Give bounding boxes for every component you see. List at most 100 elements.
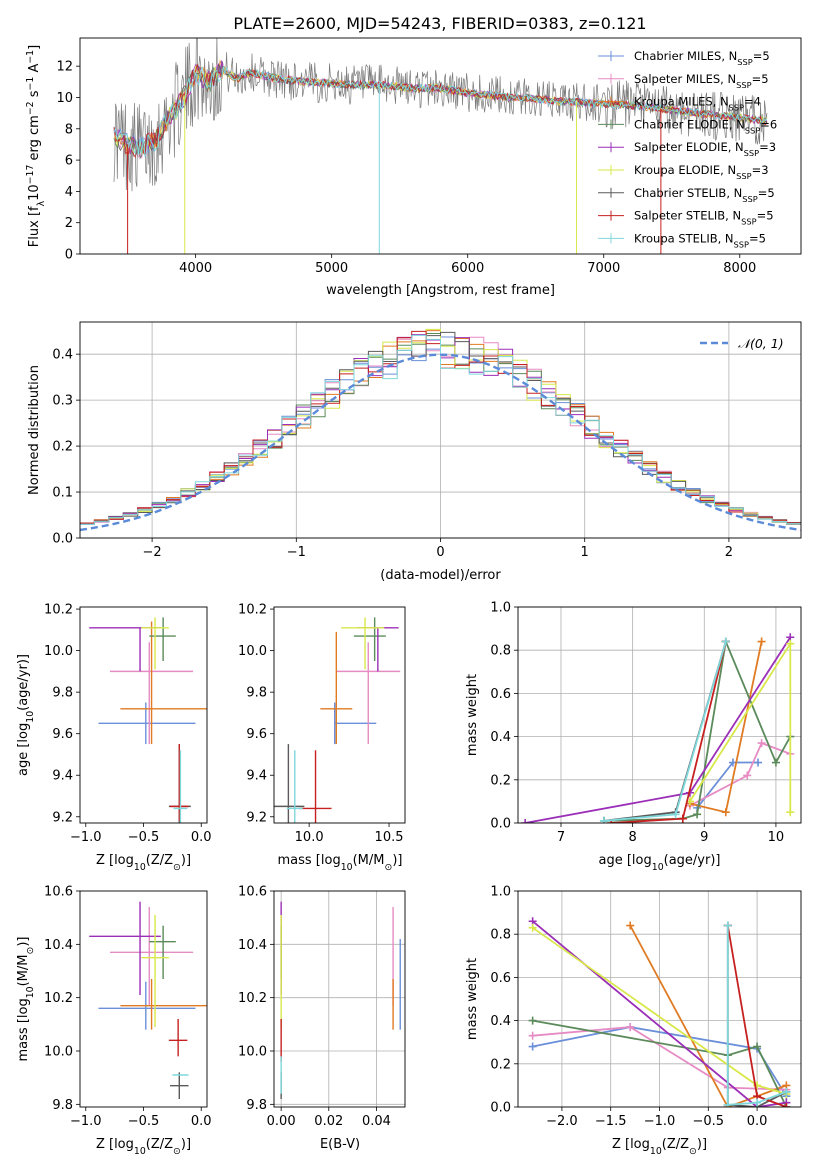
y-tick-label: 9.8 (246, 686, 267, 701)
y-tick-label: 0.0 (490, 817, 511, 832)
y-tick-label: 10.0 (238, 1045, 267, 1060)
y-tick-label: 9.6 (52, 727, 73, 742)
panel-spectrum: 4000 5000 6000 7000 8000 0 2 4 6 8 10 12 wavelength … (25, 37, 802, 298)
legend-label: Kroupa ELODIE, NSSP=3 (634, 163, 769, 181)
weight-marker (626, 1023, 635, 1032)
plot-area (113, 38, 768, 254)
y-tick-label: 10.2 (44, 603, 73, 618)
y-axis-label: mass [log10(M/M⊙)] (16, 937, 36, 1062)
y-tick-label: 1.0 (490, 601, 511, 616)
x-tick-label: 9 (700, 830, 708, 845)
weight-line-chabrier-elodie (532, 1019, 788, 1107)
model-line-kroupa-stelib (113, 66, 768, 158)
weight-marker (782, 1103, 791, 1107)
y-axis-label: Flux [fλ10−17 erg cm−2 s−1 A−1] (25, 45, 47, 247)
x-tick-label: −0.5 (128, 1114, 160, 1129)
weight-marker (786, 808, 795, 817)
legend-label: Chabrier STELIB, NSSP=5 (634, 186, 775, 204)
weight-marker (786, 639, 795, 648)
x-tick-label: 0.02 (314, 1114, 343, 1129)
x-tick-label: −1.0 (70, 1114, 102, 1129)
x-axis-label: (data-model)/error (380, 568, 501, 583)
weight-marker (678, 814, 687, 823)
plot-area (280, 901, 401, 1099)
y-tick-label: 9.6 (246, 727, 267, 742)
y-tick-label: 10.0 (44, 644, 73, 659)
normal-curve (80, 353, 801, 532)
y-tick-label: 0.8 (490, 928, 511, 943)
x-tick-label: 4000 (179, 261, 212, 276)
x-axis-label: age [log10(age/yr)] (599, 853, 721, 873)
panel-residuals: −2 −1 0 1 2 0.0 0.1 0.2 0.3 0.4 (data-model)/error… (27, 321, 802, 583)
weight-marker (723, 921, 732, 930)
y-axis-label: age [log10(age/yr)] (16, 654, 36, 776)
weight-marker (743, 771, 752, 780)
weight-marker (671, 810, 680, 819)
weight-marker (626, 921, 635, 930)
y-axis-label: mass weight (465, 674, 480, 756)
y-axis-label: mass weight (465, 958, 480, 1040)
x-tick-label: 10 (768, 830, 785, 845)
y-tick-label: 9.2 (52, 810, 73, 825)
x-axis-label: Z [log10(Z/Z⊙)] (612, 1137, 707, 1157)
weight-marker (693, 810, 702, 819)
legend-label: Salpeter ELODIE, NSSP=3 (634, 140, 776, 158)
panel-age_vs_mass: 10.0 10.5 9.2 9.4 9.6 9.8 10.0 10.2 mass [log10(… (238, 603, 406, 873)
legend-label: Salpeter MILES, NSSP=5 (634, 72, 769, 90)
model-line-kroupa-elodie (113, 65, 768, 155)
y-tick-label: 10.6 (238, 885, 267, 900)
y-tick-label: 0.2 (490, 1057, 511, 1072)
y-tick-label: 10.0 (238, 644, 267, 659)
y-tick-label: 9.4 (52, 769, 73, 784)
weight-marker (753, 1042, 762, 1051)
y-tick-label: 2 (65, 216, 73, 231)
axes-frame (79, 606, 208, 824)
x-axis-label: wavelength [Angstrom, rest frame] (326, 283, 555, 298)
weight-marker (721, 637, 730, 646)
x-tick-label: 6000 (451, 261, 484, 276)
y-tick-label: 9.8 (52, 1098, 73, 1113)
weight-marker (528, 1016, 537, 1025)
x-tick-label: 0.0 (191, 830, 212, 845)
x-tick-label: 8 (628, 830, 636, 845)
x-tick-label: 0.00 (267, 1114, 296, 1129)
x-tick-label: −2.0 (546, 1114, 578, 1129)
y-tick-label: 10.2 (238, 991, 267, 1006)
plot-area (89, 901, 207, 1099)
legend-label-normal: 𝒩(0, 1) (738, 336, 784, 351)
weight-marker (599, 816, 608, 823)
y-tick-label: 0 (65, 248, 73, 263)
weight-line-kroupa-stelib (726, 925, 787, 1106)
panel-mass_vs_ebv: 0.00 0.02 0.04 9.8 10.0 10.2 10.4 10.6 E(B-V) (238, 885, 406, 1152)
legend-label: Chabrier MILES, NSSP=5 (634, 49, 770, 67)
y-tick-label: 9.4 (246, 769, 267, 784)
y-tick-label: 0.3 (52, 394, 73, 409)
x-tick-label: 1 (581, 545, 589, 560)
x-tick-label: −1.0 (70, 830, 102, 845)
plot-area (89, 617, 207, 823)
x-tick-label: 0 (436, 545, 444, 560)
y-tick-label: 10 (56, 91, 73, 106)
y-tick-label: 9.8 (246, 1098, 267, 1113)
y-tick-label: 0.0 (490, 1101, 511, 1116)
x-axis-label: Z [log10(Z/Z⊙)] (96, 853, 191, 873)
weight-marker (723, 1100, 732, 1107)
y-tick-label: 0.0 (52, 532, 73, 547)
axes-frame (517, 890, 802, 1108)
x-tick-label: 7 (557, 830, 565, 845)
legend-label: Kroupa MILES, NSSP=4 (634, 95, 761, 113)
x-tick-label: 7000 (587, 261, 620, 276)
y-tick-label: 9.8 (52, 686, 73, 701)
y-tick-label: 4 (65, 185, 73, 200)
x-tick-label: 8000 (723, 261, 756, 276)
y-tick-label: 0.4 (52, 348, 73, 363)
panel-weight_vs_age: 7 8 9 10 0.0 0.2 0.4 0.6 0.8 1.0 age [log10(age/yr… (465, 601, 802, 873)
weight-marker (528, 1042, 537, 1051)
histogram-chabrier-stelib (80, 331, 801, 524)
legend-label: Chabrier ELODIE, NSSP=6 (634, 117, 777, 135)
y-tick-label: 1.0 (490, 885, 511, 900)
x-axis-label: E(B-V) (320, 1137, 360, 1152)
y-tick-label: 10.0 (44, 1045, 73, 1060)
spectrum-legend: Chabrier MILES, NSSP=5 Salpeter MILES, NS… (598, 49, 777, 249)
